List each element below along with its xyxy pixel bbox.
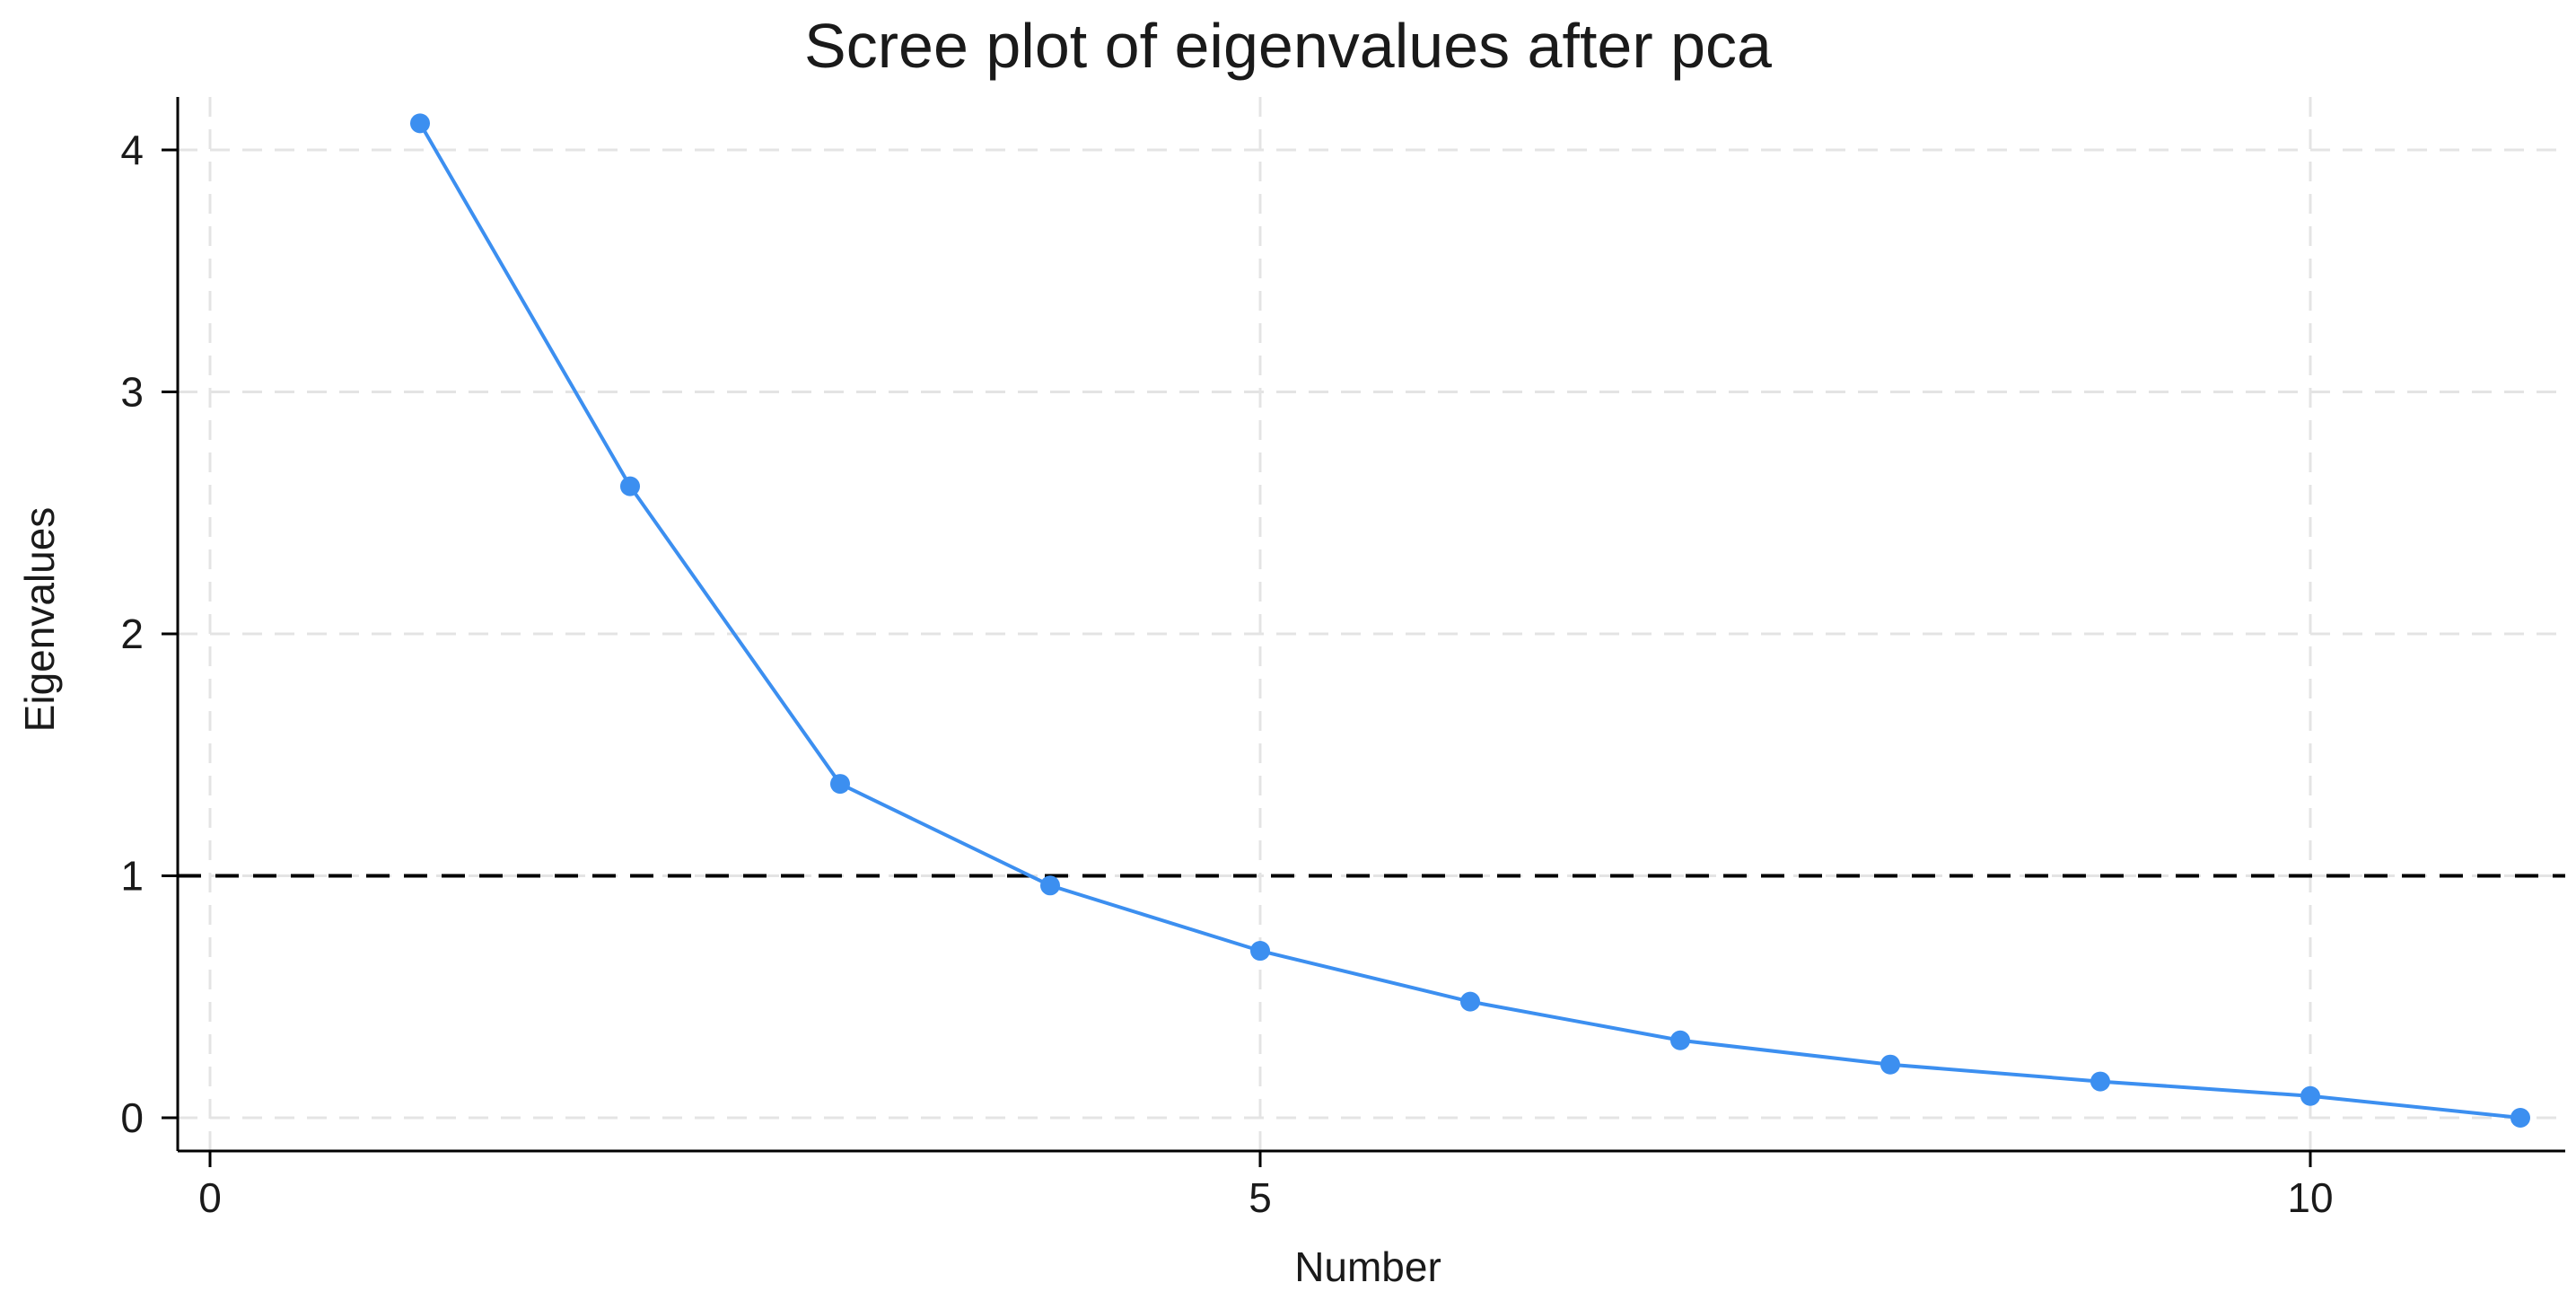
y-axis-label: Eigenvalues (16, 507, 63, 733)
y-tick-label: 3 (120, 369, 144, 416)
chart-title: Scree plot of eigenvalues after pca (804, 11, 1772, 81)
data-point (1040, 875, 1060, 896)
data-point (1460, 991, 1480, 1012)
data-point (1670, 1030, 1690, 1050)
grid-layer (178, 97, 2565, 1151)
y-tick-label: 0 (120, 1094, 144, 1141)
data-point (1880, 1054, 1900, 1075)
data-point (1250, 941, 1270, 962)
series-line (418, 122, 2521, 1120)
x-tick-label: 0 (198, 1174, 222, 1221)
series-layer (410, 113, 2530, 1128)
y-tick-label: 1 (120, 853, 144, 900)
x-axis-label: Number (1294, 1243, 1441, 1290)
data-point (2090, 1071, 2110, 1092)
x-tick-label: 5 (1249, 1174, 1272, 1221)
x-tick-label: 10 (2287, 1174, 2333, 1221)
data-point (2510, 1108, 2530, 1128)
axes: 0 1 2 3 4 0 5 10 (120, 97, 2565, 1221)
data-point (410, 113, 430, 134)
data-point (2300, 1085, 2320, 1106)
data-point (830, 774, 850, 795)
y-tick-label: 4 (120, 127, 144, 173)
data-point (620, 476, 640, 496)
y-tick-label: 2 (120, 611, 144, 657)
